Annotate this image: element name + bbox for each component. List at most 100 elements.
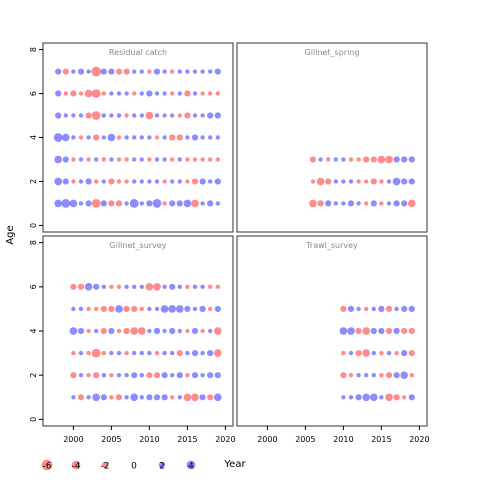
residual-bubble (185, 135, 190, 140)
legend-label: -6 (43, 462, 52, 472)
residual-bubble (101, 91, 107, 96)
residual-bubble (191, 393, 199, 402)
residual-bubble (200, 201, 205, 206)
residual-bubble (69, 327, 78, 335)
residual-bubble (200, 113, 205, 118)
residual-bubble (393, 200, 400, 207)
legend-bubble (158, 461, 166, 469)
residual-bubble (77, 68, 85, 75)
residual-bubble (116, 91, 122, 96)
residual-bubble (356, 201, 361, 206)
residual-bubble (175, 305, 184, 313)
residual-bubble (170, 91, 175, 96)
residual-bubble (91, 111, 101, 120)
residual-bubble (70, 372, 77, 379)
residual-bubble (192, 306, 198, 312)
residual-bubble (379, 373, 384, 378)
residual-bubble (177, 113, 182, 118)
residual-bubble (200, 135, 205, 140)
residual-bubble (100, 200, 107, 207)
residual-bubble (154, 135, 160, 140)
residual-bubble (116, 113, 122, 118)
residual-bubble (100, 305, 107, 313)
residual-bubble (355, 349, 362, 357)
residual-bubble (78, 201, 84, 206)
residual-bubble (109, 373, 114, 378)
residual-bubble (408, 305, 415, 313)
residual-bubble (185, 179, 190, 184)
residual-bubble (177, 395, 182, 400)
residual-bubble (213, 393, 222, 402)
y-tick-label: 6 (29, 284, 38, 289)
residual-bubble (207, 200, 214, 207)
residual-bubble (101, 113, 107, 118)
residual-bubble (379, 201, 384, 206)
residual-bubble (386, 201, 392, 206)
legend-label: -2 (101, 462, 110, 472)
residual-bubble (348, 373, 354, 378)
residual-bubble (214, 112, 221, 119)
x-tick-label: 2015 (177, 435, 197, 444)
residual-bubble (71, 306, 76, 312)
residual-bubble (162, 201, 167, 206)
residual-bubble (101, 157, 107, 162)
residual-bubble (85, 200, 92, 207)
residual-bubble (177, 284, 182, 289)
residual-bubble (402, 395, 407, 400)
residual-bubble (153, 327, 161, 335)
residual-bubble (356, 306, 361, 312)
residual-bubble (207, 349, 214, 357)
residual-bubble (153, 372, 161, 379)
residual-bubble (108, 327, 115, 335)
residual-bubble (162, 69, 167, 74)
residual-bubble (394, 306, 399, 312)
residual-bubble (101, 350, 107, 356)
residual-bubble (208, 328, 213, 334)
residual-bubble (115, 200, 123, 207)
residual-bubble (339, 327, 348, 335)
residual-bubble (401, 327, 408, 335)
x-tick-label: 2000 (257, 435, 277, 444)
residual-bubble (69, 199, 78, 208)
residual-bubble (86, 395, 91, 400)
residual-bubble (108, 200, 115, 207)
residual-bubble (100, 394, 107, 401)
residual-bubble (192, 69, 198, 74)
residual-bubble (362, 393, 371, 402)
y-tick-label: 8 (29, 240, 38, 245)
residual-bubble (364, 306, 369, 312)
residual-bubble (168, 305, 177, 313)
legend-bubble (41, 459, 53, 471)
residual-bubble (184, 305, 191, 313)
residual-bubble (147, 328, 152, 334)
residual-bubble (124, 157, 129, 162)
residual-bubble (71, 69, 76, 74)
residual-bubble (55, 68, 62, 75)
residual-bubble (347, 305, 355, 313)
residual-bubble (86, 306, 91, 312)
residual-bubble (401, 200, 408, 207)
residual-bubble (341, 350, 346, 356)
residual-bubble (139, 201, 144, 206)
residual-bubble (139, 69, 144, 74)
residual-bubble (378, 327, 385, 335)
residual-bubble (70, 283, 77, 290)
residual-bubble (139, 179, 144, 184)
residual-bubble (147, 69, 152, 74)
residual-bubble (385, 155, 393, 164)
residual-bubble (200, 373, 205, 378)
residual-bubble (132, 69, 137, 74)
residual-bubble (139, 373, 144, 378)
residual-bubble (93, 372, 100, 379)
legend-bubble (101, 461, 109, 469)
residual-bubble (78, 157, 84, 162)
residual-bubble (379, 395, 384, 400)
residual-bubble (214, 305, 221, 313)
panel-title: Gillnet_spring (305, 48, 360, 57)
residual-bubble (371, 350, 376, 356)
residual-bubble (71, 395, 76, 400)
residual-bubble (132, 179, 137, 184)
residual-bubble (132, 113, 137, 118)
residual-bubble (356, 179, 361, 184)
residual-bubble (101, 373, 107, 378)
